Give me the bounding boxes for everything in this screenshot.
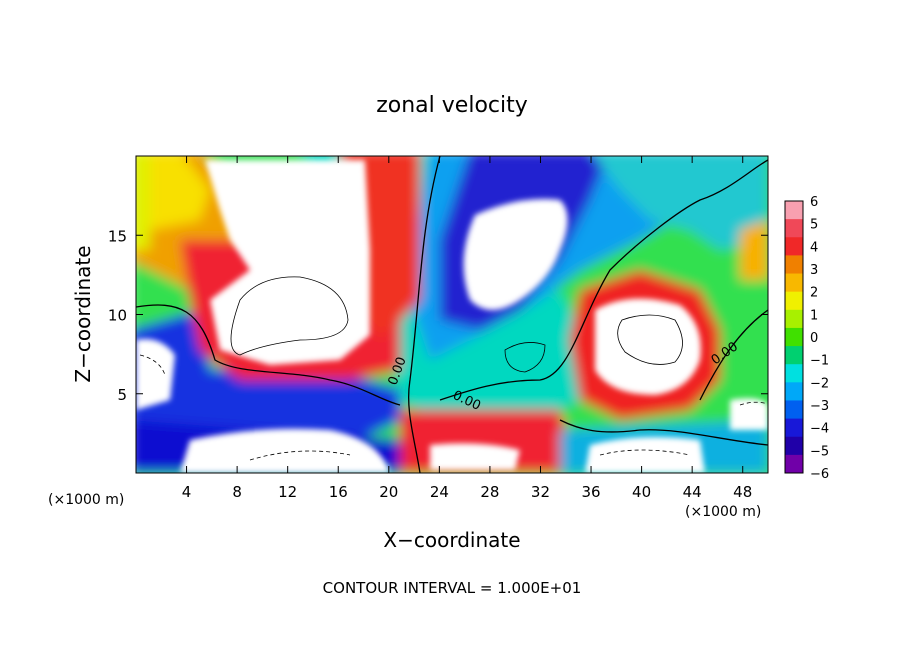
colorbar-swatch — [785, 309, 803, 329]
colorbar-swatch — [785, 273, 803, 293]
colorbar-swatch — [785, 346, 803, 365]
colorbar-tick-label: 0 — [810, 331, 818, 346]
colorbar-tick-label: 6 — [810, 195, 818, 210]
plot-area — [136, 156, 768, 473]
colorbar-swatch — [785, 436, 803, 456]
colorbar-frame — [784, 200, 804, 474]
colorbar-tick-label: 3 — [810, 263, 818, 278]
x-tick-label: 32 — [531, 483, 550, 501]
colorbar-swatch — [785, 454, 803, 474]
x-tick-label: 48 — [733, 483, 752, 501]
colorbar: 6 5 4 3 2 1 0 −1 −2 −3 −4 −5 −6 — [784, 195, 829, 482]
y-axis-label: Z−coordinate — [71, 245, 95, 382]
y-axis-ticks: 5 10 15 — [108, 227, 768, 404]
x-tick-label: 12 — [278, 483, 297, 501]
x-tick-label: 8 — [232, 483, 242, 501]
colorbar-swatch — [785, 382, 803, 401]
x-tick-label: 28 — [480, 483, 499, 501]
x-tick-label: 20 — [379, 483, 398, 501]
x-axis-label: X−coordinate — [383, 528, 520, 552]
x-tick-label: 24 — [430, 483, 449, 501]
colorbar-swatch — [785, 327, 803, 347]
contour-interval-footer: CONTOUR INTERVAL = 1.000E+01 — [323, 579, 582, 597]
x-tick-label: 36 — [581, 483, 600, 501]
colorbar-swatch — [785, 201, 803, 220]
y-tick-label: 5 — [117, 386, 127, 404]
x-axis-ticks: 4 8 12 16 20 24 28 32 36 40 44 48 — [182, 156, 752, 501]
x-tick-label: 16 — [329, 483, 348, 501]
colorbar-tick-label: −3 — [810, 399, 829, 414]
colorbar-swatch — [785, 400, 803, 420]
colorbar-tick-label: 1 — [810, 308, 818, 323]
colorbar-swatch — [785, 364, 803, 383]
colorbar-swatch — [785, 237, 803, 256]
colorbar-tick-label: 4 — [810, 240, 818, 255]
colorbar-tick-label: −1 — [810, 354, 829, 369]
colorbar-swatch — [785, 291, 803, 311]
colorbar-swatch — [785, 219, 803, 238]
colorbar-tick-label: 5 — [810, 218, 818, 233]
x-tick-label: 44 — [683, 483, 702, 501]
colorbar-tick-label: −4 — [810, 422, 829, 437]
chart-title: zonal velocity — [376, 93, 528, 118]
colorbar-swatch — [785, 418, 803, 438]
y-tick-label: 15 — [108, 227, 127, 245]
colorbar-swatch — [785, 255, 803, 275]
x-unit-right: (×1000 m) — [685, 504, 761, 520]
colorbar-tick-label: −5 — [810, 444, 829, 459]
colorbar-tick-label: −6 — [810, 467, 829, 482]
y-tick-label: 10 — [108, 307, 127, 325]
x-tick-label: 4 — [182, 483, 192, 501]
x-unit-left: (×1000 m) — [48, 492, 124, 508]
x-tick-label: 40 — [632, 483, 651, 501]
colorbar-tick-label: −2 — [810, 376, 829, 391]
colorbar-tick-label: 2 — [810, 286, 818, 301]
